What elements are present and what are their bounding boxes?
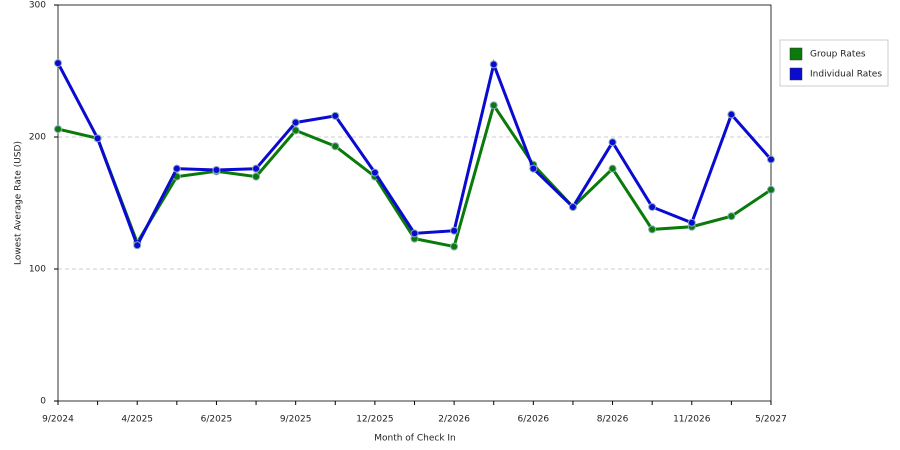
data-point xyxy=(54,59,62,68)
data-point xyxy=(727,110,736,119)
x-tick-label: 12/2025 xyxy=(356,415,393,425)
data-point xyxy=(93,134,102,143)
data-point xyxy=(331,142,340,151)
data-point xyxy=(489,60,498,69)
data-point xyxy=(767,185,775,194)
data-point xyxy=(450,242,459,251)
legend-label: Group Rates xyxy=(810,50,866,60)
x-axis-title: Month of Check In xyxy=(374,434,456,444)
x-tick-label: 6/2026 xyxy=(517,415,549,425)
x-tick-label: 9/2024 xyxy=(42,415,74,425)
data-point xyxy=(687,218,696,227)
data-point xyxy=(608,164,617,173)
y-tick-label: 300 xyxy=(29,1,46,11)
data-point xyxy=(450,226,459,235)
data-point xyxy=(529,164,538,173)
y-tick-label: 100 xyxy=(29,265,46,275)
data-point xyxy=(133,241,142,250)
data-point xyxy=(489,101,498,110)
data-point xyxy=(331,111,340,120)
data-point xyxy=(767,155,775,164)
x-tick-label: 4/2025 xyxy=(121,415,153,425)
legend-swatch xyxy=(789,47,803,61)
x-tick-label: 8/2026 xyxy=(597,415,629,425)
x-tick-label: 6/2025 xyxy=(201,415,233,425)
data-point xyxy=(648,202,657,211)
legend-label: Individual Rates xyxy=(810,70,882,80)
plot-frame xyxy=(57,4,772,402)
data-point xyxy=(252,172,261,181)
series-line xyxy=(56,59,773,249)
data-point xyxy=(568,202,577,211)
data-point xyxy=(648,225,657,234)
data-point xyxy=(410,229,419,238)
data-point xyxy=(291,118,300,127)
x-tick-label: 11/2026 xyxy=(673,415,711,425)
data-point xyxy=(291,126,300,135)
data-point xyxy=(370,168,379,177)
y-tick-label: 200 xyxy=(29,133,46,143)
data-point xyxy=(172,164,181,173)
data-point xyxy=(252,164,261,173)
x-tick-label: 9/2025 xyxy=(280,415,312,425)
data-point xyxy=(608,138,617,147)
data-point xyxy=(727,212,736,221)
x-tick-label: 2/2026 xyxy=(438,415,470,425)
data-point xyxy=(54,125,62,134)
series-line xyxy=(57,101,772,249)
x-tick-label: 5/2027 xyxy=(755,415,787,425)
legend-swatch xyxy=(789,67,803,81)
y-axis-title: Lowest Average Rate (USD) xyxy=(14,141,24,265)
y-tick-label: 0 xyxy=(40,397,46,407)
data-point xyxy=(212,166,221,174)
